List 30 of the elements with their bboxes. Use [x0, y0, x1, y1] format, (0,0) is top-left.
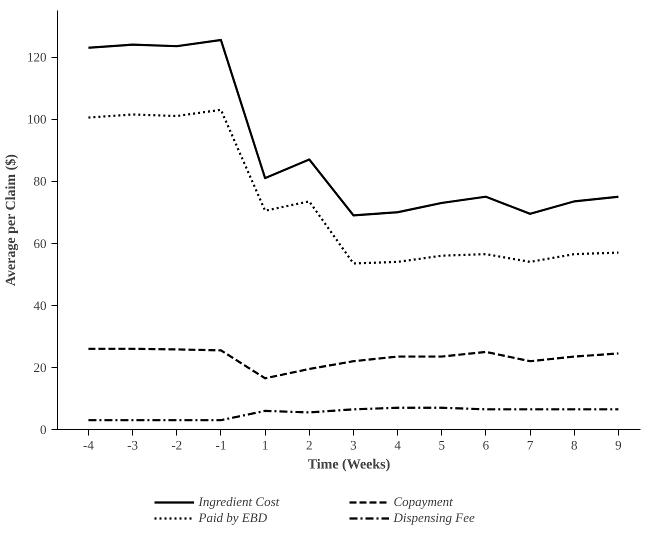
x-tick-label: 4	[394, 438, 402, 452]
line-series	[87, 406, 620, 422]
x-tick-label: -3	[127, 438, 138, 452]
y-tick-label: 80	[34, 174, 46, 189]
x-tick-label: 5	[438, 438, 445, 452]
legend-label: Dispensing Fee	[394, 510, 476, 526]
legend-label: Ingredient Cost	[198, 494, 280, 510]
legend-label: Paid by EBD	[198, 510, 268, 526]
line-series	[87, 38, 620, 216]
x-tick-label: 8	[571, 438, 578, 452]
y-tick-label: 100	[27, 112, 46, 127]
line-series	[87, 348, 620, 380]
x-tick-label: 9	[615, 438, 622, 452]
y-tick-label: 60	[34, 236, 46, 251]
y-tick-label: 120	[27, 50, 46, 65]
x-tick-label: 2	[306, 438, 312, 452]
x-tick-label: -4	[83, 438, 94, 452]
y-tick-label: 40	[34, 298, 46, 313]
y-tick-label: 20	[34, 360, 46, 375]
x-axis-title: Time (Weeks)	[308, 458, 391, 472]
y-axis-title: Average per Claim ($)	[4, 154, 19, 286]
y-tick-label: 0	[40, 422, 46, 437]
x-tick-label: 3	[350, 438, 357, 452]
legend-label: Copayment	[394, 494, 454, 510]
x-tick-label: -2	[171, 438, 182, 452]
x-tick-label: 1	[262, 438, 268, 452]
line-series	[87, 108, 620, 265]
x-tick-label: -1	[216, 438, 226, 452]
x-tick-label: 7	[526, 438, 534, 452]
x-tick-label: 6	[482, 438, 490, 452]
